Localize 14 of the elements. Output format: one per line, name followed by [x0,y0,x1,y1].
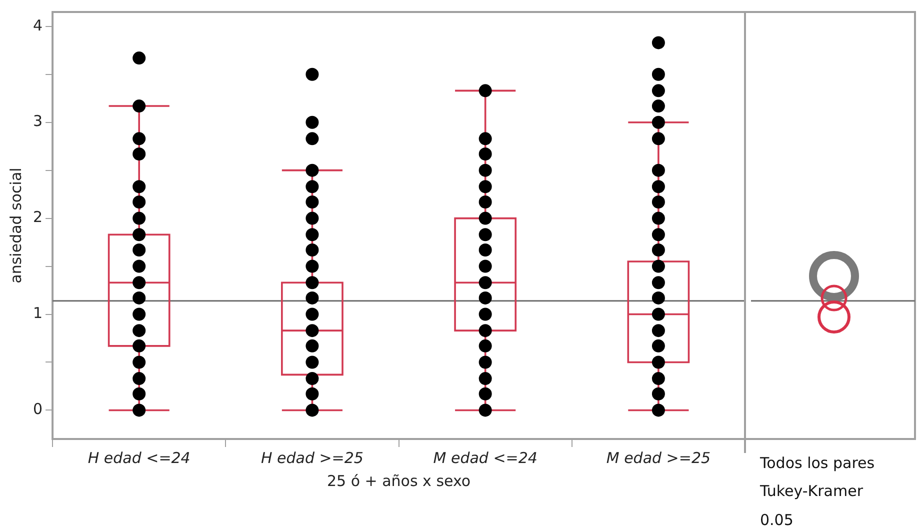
x-tick-label: H edad >=25 [260,448,364,467]
x-axis-title: 25 ó + años x sexo [326,472,471,490]
x-tick-label: M edad <=24 [433,448,538,467]
text: Tukey-Kramer [759,482,864,500]
y-axis-title: ansiedad social [6,168,25,284]
text: Todos los pares [759,454,875,472]
y-tick-label: 1 [32,304,43,322]
text: 0.05 [760,510,794,529]
x-tick-label: M edad >=25 [606,448,711,467]
y-tick-label: 4 [32,16,43,34]
y-tick-label: 2 [32,208,43,226]
y-tick-label: 0 [32,400,43,418]
x-tick-label: H edad <=24 [88,448,190,467]
y-tick-label: 3 [32,112,43,130]
